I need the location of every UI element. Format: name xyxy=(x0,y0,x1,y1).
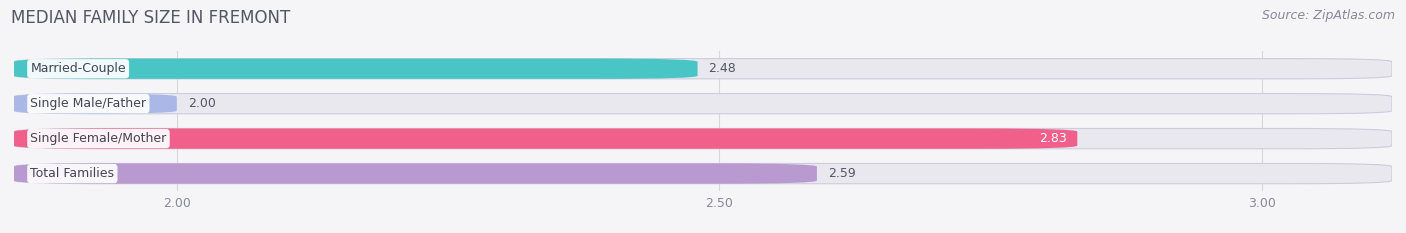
FancyBboxPatch shape xyxy=(14,93,1392,114)
FancyBboxPatch shape xyxy=(14,164,817,184)
Text: MEDIAN FAMILY SIZE IN FREMONT: MEDIAN FAMILY SIZE IN FREMONT xyxy=(11,9,291,27)
FancyBboxPatch shape xyxy=(14,93,177,114)
FancyBboxPatch shape xyxy=(14,129,1077,149)
Text: Married-Couple: Married-Couple xyxy=(31,62,127,75)
FancyBboxPatch shape xyxy=(14,164,1392,184)
FancyBboxPatch shape xyxy=(14,59,1392,79)
Text: 2.00: 2.00 xyxy=(187,97,215,110)
Text: Total Families: Total Families xyxy=(31,167,114,180)
Text: 2.48: 2.48 xyxy=(709,62,737,75)
Text: Source: ZipAtlas.com: Source: ZipAtlas.com xyxy=(1261,9,1395,22)
Text: 2.59: 2.59 xyxy=(828,167,855,180)
FancyBboxPatch shape xyxy=(14,129,1392,149)
Text: Single Female/Mother: Single Female/Mother xyxy=(31,132,166,145)
FancyBboxPatch shape xyxy=(14,59,697,79)
Text: 2.83: 2.83 xyxy=(1039,132,1067,145)
Text: Single Male/Father: Single Male/Father xyxy=(31,97,146,110)
